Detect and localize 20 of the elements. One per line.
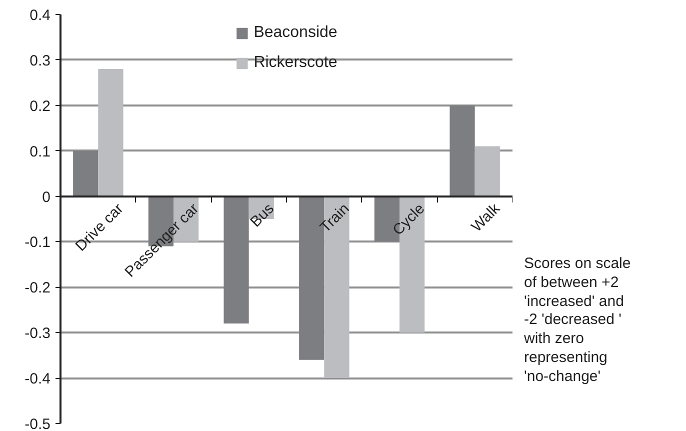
y-tick-label: -0.2 [24,280,51,297]
y-tick-label: -0.1 [24,234,51,252]
bar [474,146,500,196]
x-tick-label: Bus [247,200,278,231]
bar [98,69,124,196]
y-tick-label: -0.5 [24,416,51,431]
y-tick-label: 0 [42,188,50,206]
bar [224,196,249,324]
bar [73,150,98,196]
text: Scores on scale of between +2 'increased' and -2 'decreased ' with zero representing 'no-change' [524,255,631,386]
y-tick-label: 0.2 [30,98,51,115]
y-tick-label: -0.3 [24,325,51,342]
bar [450,105,475,196]
legend-label: Beaconside [254,24,338,42]
x-tick-label: Train [316,200,353,236]
y-tick-label: 0.4 [30,7,51,24]
y-tick-label: 0.1 [30,143,51,160]
y-tick-label: 0.3 [30,52,51,70]
legend-label: Rickerscote [254,54,338,72]
y-tick-label: -0.4 [24,370,51,388]
